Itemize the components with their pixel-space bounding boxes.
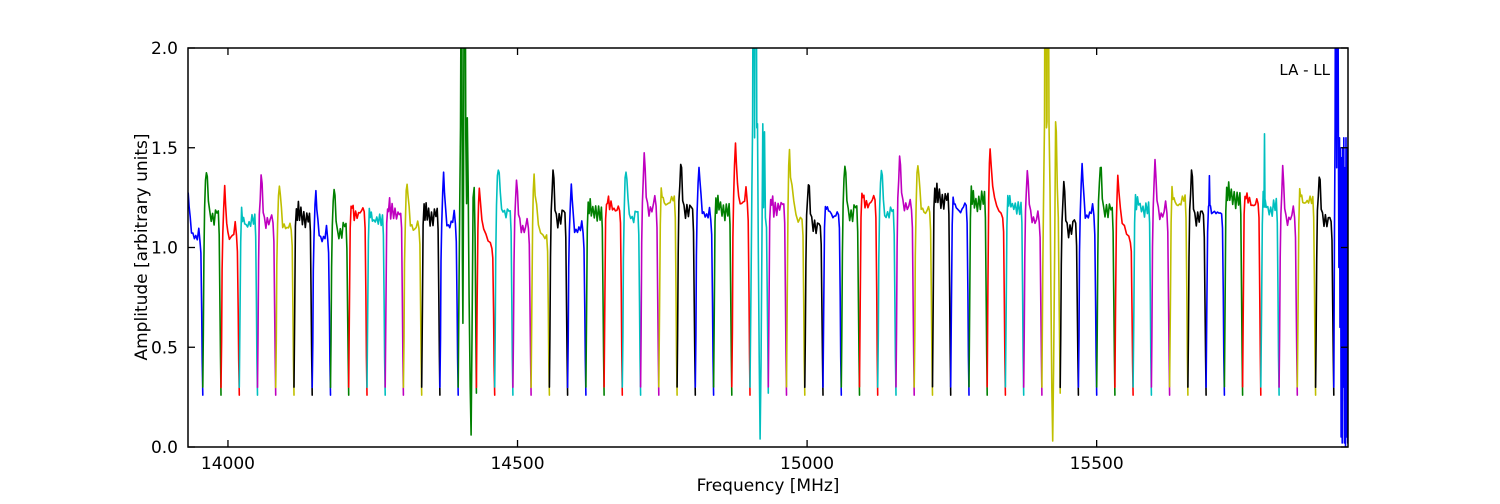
bandpass-segment: [402, 183, 423, 396]
bandpass-segment: [749, 48, 770, 440]
bandpass-segment: [457, 48, 478, 436]
bandpass-segment: [530, 173, 551, 396]
bandpass-segment: [986, 148, 1007, 396]
bandpass-segment: [1187, 169, 1207, 396]
bandpass-segment: [202, 172, 222, 396]
bandpass-segment: [1059, 180, 1080, 396]
bandpass-segment: [1223, 181, 1244, 396]
bandpass-segment: [384, 197, 405, 396]
bandpass-segment: [585, 198, 605, 396]
bandpass-segment: [731, 142, 751, 396]
bandpass-segment: [931, 182, 952, 396]
bandpass-segment: [329, 188, 350, 396]
bandpass-segment: [1132, 193, 1153, 396]
bandpass-segment: [895, 155, 915, 396]
x-tick-label: 14500: [490, 454, 544, 474]
bandpass-segment: [1022, 169, 1043, 396]
bandpass-segment: [767, 195, 788, 396]
bandpass-segment: [1296, 187, 1317, 396]
bandpass-segment: [439, 171, 459, 396]
bandpass-segment: [366, 207, 386, 396]
bandpass-segment: [274, 185, 295, 396]
bandpass-segment: [293, 200, 313, 396]
bandpass-segment: [548, 169, 569, 396]
x-tick-label: 15000: [780, 454, 834, 474]
bandpass-segment: [188, 192, 204, 396]
x-tick-label: 14000: [201, 454, 255, 474]
bandpass-segment: [876, 169, 897, 396]
bandpass-segment: [603, 195, 624, 396]
bandpass-segment: [639, 152, 660, 396]
bandpass-segment: [256, 174, 277, 396]
y-tick-label: 1.5: [151, 139, 178, 159]
bandpass-segment: [311, 189, 332, 396]
bandpass-segment: [712, 194, 733, 396]
baseline-annotation: LA - LL: [1279, 61, 1330, 79]
y-tick-label: 1.0: [151, 239, 178, 259]
bandpass-segment: [858, 192, 879, 396]
axis-ticks-group: [188, 47, 1348, 448]
x-axis-label: Frequency [MHz]: [697, 476, 840, 496]
bandpass-segment: [1041, 48, 1061, 442]
y-tick-label: 0.0: [151, 438, 178, 458]
bandpass-segment: [1004, 194, 1025, 396]
bandpass-segment: [913, 165, 934, 396]
bandpass-segment: [804, 184, 824, 396]
bandpass-segment: [220, 184, 241, 396]
bandpass-segment: [420, 202, 441, 396]
bandpass-segment: [1241, 192, 1262, 396]
bandpass-segment: [1260, 133, 1280, 396]
axis-ticklabels-group: 14000 14500 15000 15500 0.0 0.5 1.0 1.5 2.0: [151, 39, 1124, 474]
bandpass-segment: [238, 206, 259, 396]
bandpass-segment: [475, 187, 496, 396]
bandpass-segment: [1114, 174, 1134, 396]
bandpass-segment: [785, 148, 806, 396]
y-tick-label: 2.0: [151, 39, 178, 59]
bandpass-segment: [1168, 185, 1189, 396]
bandpass-segment: [676, 163, 697, 396]
bandpass-segment: [968, 185, 988, 396]
bandpass-segment: [822, 205, 843, 396]
bandpass-segment: [493, 169, 514, 396]
bandpass-segment: [1077, 162, 1098, 396]
bandpass-segment: [621, 171, 642, 396]
bandpass-segment: [1278, 164, 1299, 396]
bandpass-segment: [694, 166, 715, 396]
bandpass-segment: [566, 183, 587, 396]
bandpass-segment: [949, 196, 970, 396]
bandpass-segment: [512, 179, 532, 396]
y-tick-label: 0.5: [151, 338, 178, 358]
y-axis-label: Amplitude [arbitrary units]: [132, 133, 152, 360]
bandpass-segment: [658, 187, 678, 396]
bandpass-segment: [347, 204, 368, 396]
bandpass-segment: [1333, 48, 1348, 447]
bandpass-segment: [1150, 158, 1171, 396]
bandpass-segment: [1205, 174, 1226, 396]
bandpass-series-group: [188, 48, 1348, 447]
x-tick-label: 15500: [1070, 454, 1124, 474]
bandpass-segment: [1095, 166, 1116, 396]
bandpass-segment: [1314, 176, 1335, 396]
bandpass-segment: [840, 165, 861, 396]
